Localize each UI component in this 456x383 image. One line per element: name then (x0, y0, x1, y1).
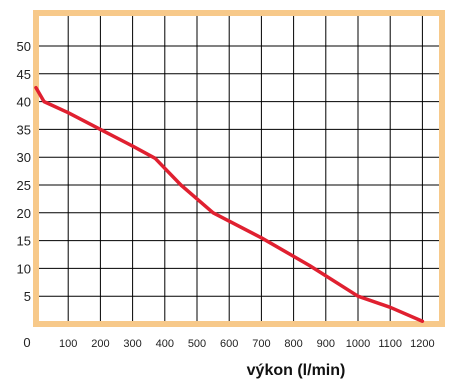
series-group (34, 85, 425, 323)
y-tick-label: 15 (17, 234, 31, 249)
x-tick-label: 100 (59, 338, 77, 350)
series-line (34, 85, 425, 323)
x-tick-label: 300 (123, 338, 141, 350)
y-tick-label: 45 (17, 67, 31, 82)
x-tick-label: 400 (156, 338, 174, 350)
y-tick-labels: 5 10 15 20 25 30 35 40 45 50 (17, 39, 31, 304)
y-tick-label: 30 (17, 150, 31, 165)
x-tick-label: 700 (252, 338, 270, 350)
y-tick-label: 20 (17, 206, 31, 221)
y-tick-label: 35 (17, 122, 31, 137)
y-tick-label: 40 (17, 95, 31, 110)
plot-frame (33, 10, 445, 327)
x-tick-label: 800 (284, 338, 302, 350)
y-tick-label: 50 (17, 39, 31, 54)
x-tick-labels: 0 100 200 300 400 500 600 700 800 900 1000 1100 1200 (23, 335, 434, 350)
x-tick-label: 0 (23, 335, 30, 350)
y-tick-label: 25 (17, 178, 31, 193)
x-tick-label: 1100 (378, 338, 402, 350)
x-tick-label: 500 (188, 338, 206, 350)
x-tick-label: 900 (317, 338, 335, 350)
x-tick-label: 1000 (346, 338, 370, 350)
y-tick-label: 10 (17, 261, 31, 276)
x-axis-label: výkon (l/min) (247, 362, 346, 379)
x-tick-label: 1200 (410, 338, 434, 350)
grid (39, 16, 439, 321)
x-tick-label: 200 (91, 338, 109, 350)
y-tick-label: 5 (24, 289, 31, 304)
x-tick-label: 600 (220, 338, 238, 350)
